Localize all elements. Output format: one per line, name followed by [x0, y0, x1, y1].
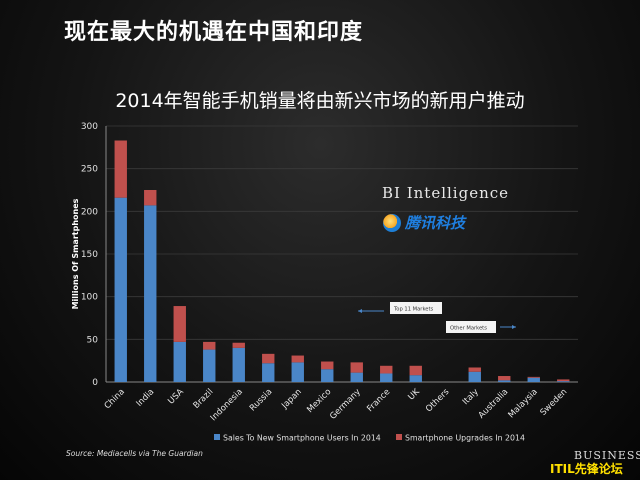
- bar-new-users: [232, 347, 245, 382]
- bar-upgrades: [557, 379, 570, 382]
- x-tick-label: Australia: [477, 387, 511, 421]
- bar-new-users: [350, 372, 363, 382]
- x-tick-label: Germany: [328, 387, 363, 422]
- bar-new-users: [114, 197, 127, 382]
- others-arrowhead: [512, 325, 516, 329]
- legend-label: Smartphone Upgrades In 2014: [405, 434, 525, 443]
- bar-upgrades: [144, 190, 157, 206]
- bar-upgrades: [262, 353, 275, 364]
- x-tick-label: China: [103, 387, 127, 411]
- bar-new-users: [321, 369, 334, 382]
- tencent-penguin-icon: [383, 213, 401, 232]
- legend-swatch: [214, 434, 220, 440]
- bar-new-users: [144, 205, 157, 382]
- y-tick-label: 0: [92, 378, 98, 388]
- bar-upgrades: [232, 342, 245, 348]
- bi-intelligence-logo: BI Intelligence: [382, 184, 510, 202]
- chart-title: 2014年智能手机销量将由新兴市场的新用户推动: [115, 90, 525, 112]
- tencent-tech-logo: 腾讯科技: [383, 212, 465, 233]
- x-tick-label: India: [135, 387, 157, 409]
- bar-new-users: [409, 375, 422, 382]
- y-tick-label: 50: [87, 335, 99, 345]
- x-tick-label: USA: [166, 387, 186, 407]
- x-tick-label: Others: [424, 387, 452, 415]
- tencent-tech-label: 腾讯科技: [405, 214, 466, 232]
- x-tick-label: Mexico: [305, 387, 333, 415]
- others-annotation-box: [446, 321, 496, 333]
- x-tick-label: Japan: [279, 387, 304, 412]
- bar-upgrades: [291, 355, 304, 363]
- y-axis-title: Millions Of Smartphones: [71, 198, 80, 309]
- bar-upgrades: [468, 367, 481, 372]
- y-tick-label: 100: [81, 293, 98, 303]
- x-tick-label: UK: [406, 387, 422, 403]
- y-tick-label: 150: [81, 250, 98, 260]
- top11-arrowhead: [358, 309, 362, 313]
- x-tick-label: Sweden: [539, 387, 570, 418]
- source-note: Source: Mediacells via The Guardian: [66, 449, 203, 458]
- x-tick-label: Brazil: [192, 387, 216, 411]
- top11-annotation-box: [390, 302, 442, 314]
- slide-title: 现在最大的机遇在中国和印度: [64, 20, 364, 45]
- x-tick-label: Malaysia: [507, 387, 540, 420]
- x-tick-label: France: [365, 387, 392, 414]
- bar-upgrades: [203, 341, 216, 350]
- bar-upgrades: [350, 362, 363, 373]
- legend-label: Sales To New Smartphone Users In 2014: [223, 434, 381, 443]
- bar-new-users: [262, 363, 275, 382]
- bar-upgrades: [380, 365, 393, 374]
- bar-upgrades: [114, 140, 127, 198]
- bar-new-users: [203, 349, 216, 382]
- x-tick-label: Italy: [461, 387, 481, 407]
- x-tick-label: Russia: [248, 387, 274, 413]
- bar-new-users: [527, 377, 540, 382]
- bar-new-users: [557, 381, 570, 382]
- x-tick-label: Indonesia: [209, 387, 245, 423]
- y-tick-label: 300: [81, 122, 98, 132]
- y-tick-label: 250: [81, 165, 98, 175]
- bar-new-users: [291, 362, 304, 382]
- top11-annotation-label: Top 11 Markets: [393, 307, 433, 313]
- bar-upgrades: [173, 306, 186, 342]
- bar-upgrades: [498, 376, 511, 381]
- bar-upgrades: [321, 361, 334, 370]
- bar-new-users: [380, 373, 393, 382]
- bar-new-users: [468, 371, 481, 382]
- legend-swatch: [396, 434, 402, 440]
- bar-upgrades: [409, 365, 422, 376]
- bar-new-users: [173, 341, 186, 382]
- y-tick-label: 200: [81, 207, 98, 217]
- bar-new-users: [498, 380, 511, 382]
- others-annotation-label: Other Markets: [450, 326, 487, 332]
- forum-watermark: ITIL先锋论坛: [550, 462, 623, 476]
- bar-upgrades: [527, 376, 540, 378]
- business-insider-logo: BUSINESS: [574, 449, 640, 462]
